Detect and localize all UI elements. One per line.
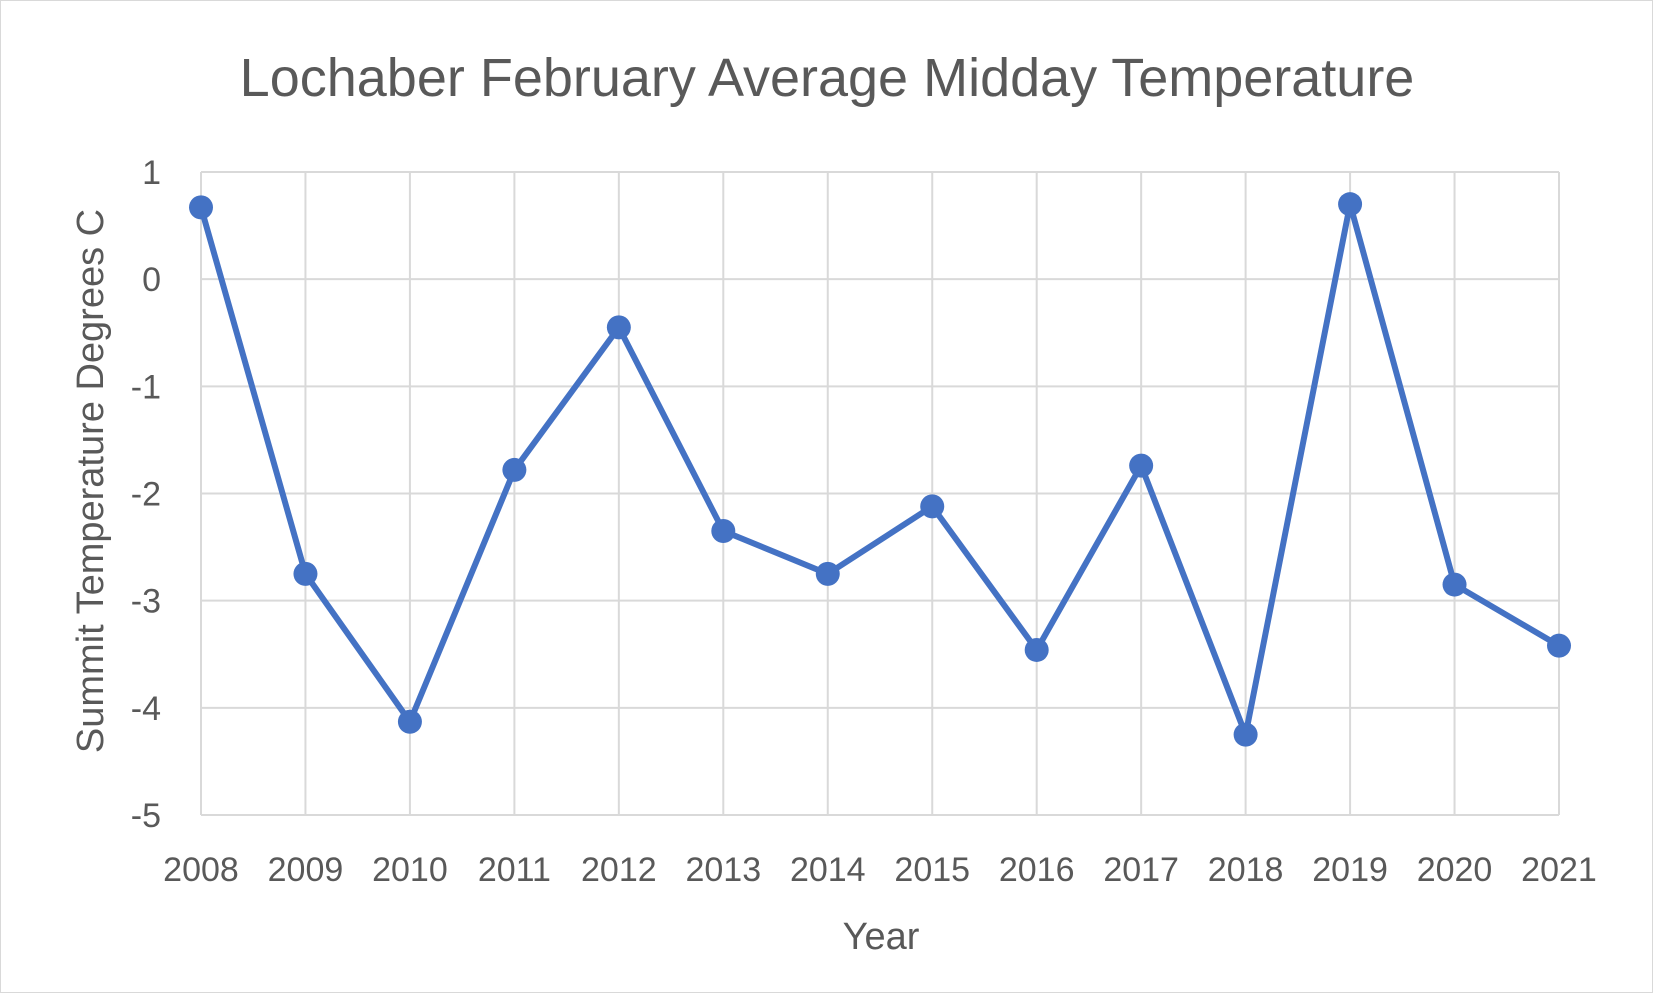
x-tick-label: 2009 [268, 851, 344, 889]
data-point-2017 [1129, 453, 1154, 478]
x-tick-label: 2015 [894, 851, 970, 889]
data-point-2018 [1233, 722, 1258, 747]
data-point-2012 [606, 315, 631, 340]
data-point-2008 [189, 195, 213, 220]
x-tick-label: 2017 [1103, 851, 1179, 889]
chart-title: Lochaber February Average Midday Tempera… [240, 48, 1415, 108]
data-point-2009 [293, 561, 318, 586]
x-tick-label: 2014 [790, 851, 866, 889]
x-tick-label: 2019 [1312, 851, 1388, 889]
x-tick-label: 2013 [685, 851, 761, 889]
data-point-2010 [397, 709, 422, 734]
x-tick-label: 2011 [478, 851, 551, 889]
x-tick-label: 2020 [1417, 851, 1493, 889]
x-axis-title: Year [843, 916, 920, 958]
x-axis-ticks: 2008 2009 2010 2011 2012 2013 2014 2015 2016 2017… [163, 851, 1597, 889]
y-tick-label: -3 [131, 583, 161, 621]
data-point-2016 [1024, 637, 1049, 662]
y-tick-label: 1 [142, 154, 161, 192]
x-tick-label: 2010 [372, 851, 448, 889]
data-point-2014 [815, 561, 840, 586]
y-tick-label: -5 [131, 797, 161, 835]
x-tick-label: 2021 [1521, 851, 1597, 889]
y-tick-label: -2 [131, 476, 161, 514]
y-tick-label: 0 [142, 261, 161, 299]
series-layer [189, 192, 1571, 747]
data-point-2019 [1338, 192, 1363, 217]
data-point-2013 [711, 519, 736, 544]
y-axis-title: Summit Temperature Degrees C [70, 209, 112, 753]
data-point-2011 [502, 457, 527, 482]
x-tick-label: 2012 [581, 851, 657, 889]
series-line [198, 201, 1561, 738]
y-tick-label: -1 [131, 368, 161, 406]
data-point-2015 [920, 494, 945, 519]
gridlines [200, 171, 1560, 816]
data-point-2020 [1442, 572, 1467, 597]
x-tick-label: 2016 [999, 851, 1075, 889]
y-tick-label: -4 [131, 690, 161, 728]
data-point-2021 [1547, 633, 1571, 658]
y-axis-ticks: 1 0 -1 -2 -3 -4 -5 [131, 154, 161, 835]
x-tick-label: 2008 [163, 851, 239, 889]
x-tick-label: 2018 [1208, 851, 1284, 889]
